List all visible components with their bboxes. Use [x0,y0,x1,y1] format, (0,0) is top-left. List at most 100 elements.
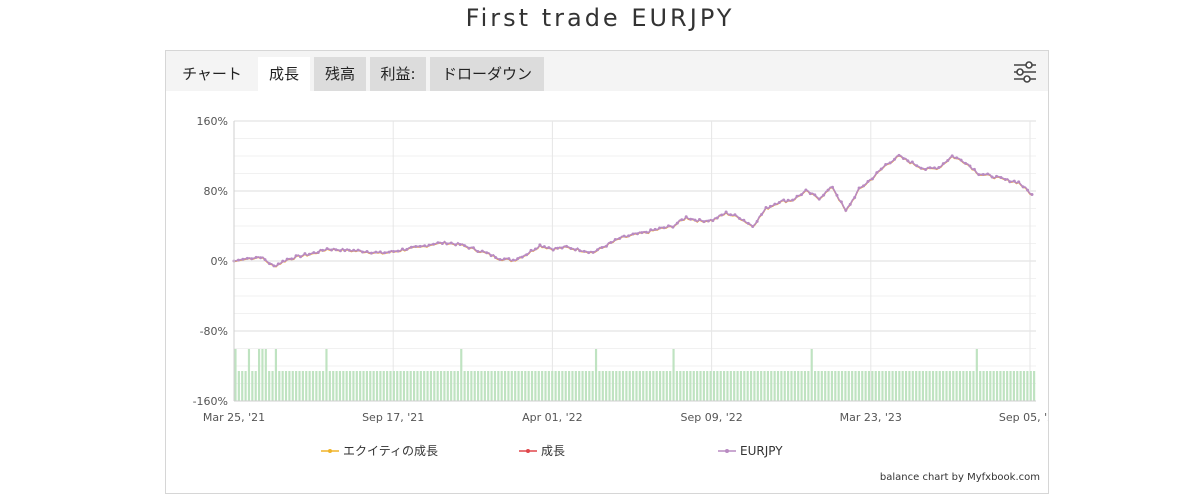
data-point [888,161,892,165]
data-point [666,224,670,228]
tab-balance[interactable]: 残高 [314,57,366,91]
x-tick-label: Apr 01, '22 [522,411,583,424]
data-point [418,244,422,248]
volume-bar [1006,371,1009,401]
volume-bar [554,371,557,401]
volume-bar [871,371,874,401]
volume-bar [244,371,247,401]
volume-bar [412,371,416,401]
volume-bar [598,371,601,401]
volume-bar [237,371,240,401]
volume-bar [749,371,753,401]
data-point [294,254,298,258]
volume-bar [611,371,614,401]
data-point [746,221,750,225]
volume-bar [884,371,887,401]
chart-panel: チャート 成長 残高 利益: ドローダウン 160% 80% 0% -80% -160%… [165,50,1049,494]
volume-bar [706,371,709,401]
volume-bar [544,371,547,401]
data-point [303,252,307,256]
volume-bar [965,371,968,401]
volume-bar [322,371,325,401]
legend-label: EURJPY [740,444,783,458]
data-point [640,231,644,235]
data-point [893,157,897,161]
volume-bar [470,371,473,401]
data-point [432,242,435,246]
volume-bar [915,371,918,401]
volume-bar [682,371,685,401]
volume-bar [874,371,877,401]
data-point [542,245,546,249]
tab-chart[interactable]: チャート [182,65,242,83]
volume-bar [763,371,766,401]
tab-growth[interactable]: 成長 [258,57,310,91]
data-point [826,188,830,192]
volume-bar [888,371,891,401]
volume-bar [867,371,871,401]
volume-bar [355,371,358,401]
volume-bar [507,371,510,401]
data-point [560,246,564,250]
data-point [844,208,848,212]
data-point [494,255,498,259]
data-point [538,243,542,247]
volume-bar [844,371,847,401]
data-point [463,244,467,248]
tab-profit[interactable]: 利益: [370,57,426,91]
volume-bar [770,371,773,401]
data-point [1026,188,1030,192]
legend-label: エクイティの成長 [343,444,439,458]
data-point [1021,185,1025,189]
volume-bar [942,371,945,401]
data-point [347,248,351,252]
data-point [374,250,378,254]
tab-drawdown[interactable]: ドローダウン [430,57,544,91]
volume-bar [847,371,850,401]
data-point [396,249,400,253]
volume-bar [1002,371,1005,401]
data-point [689,217,693,221]
volume-bar [736,371,739,401]
volume-bar [938,371,941,401]
data-point [831,185,834,189]
volume-bar [787,371,790,401]
data-point [285,257,289,261]
volume-bar [379,371,382,401]
volume-bar [551,371,554,401]
data-point [653,227,657,231]
sliders-icon[interactable] [1012,59,1038,85]
volume-bar [392,371,395,401]
data-point [724,210,728,214]
volume-bar [702,371,705,401]
volume-bar [423,371,426,401]
volume-bar [473,371,476,401]
volume-bar [1019,371,1022,401]
volume-bar [628,371,631,401]
volume-bar [662,371,665,401]
data-point [1012,179,1016,183]
data-point [968,164,972,168]
volume-bar [520,371,523,401]
data-point [529,248,533,252]
volume-bar [251,371,254,401]
data-point [343,249,347,253]
tab-bar: チャート 成長 残高 利益: ドローダウン [166,51,1048,91]
volume-bar [406,371,409,401]
data-point [383,251,387,255]
data-point [662,226,666,230]
volume-bar [446,371,449,401]
data-point [578,249,582,253]
volume-bar [864,371,867,401]
volume-bar [904,371,908,401]
volume-bar [672,349,675,401]
page-title: First trade EURJPY [465,4,735,32]
data-point [511,258,515,262]
data-point [414,244,418,248]
data-point [729,213,733,217]
data-point [516,257,520,261]
x-tick-label: Sep 17, '21 [362,411,424,424]
volume-bar [729,371,732,401]
volume-bar [830,371,834,401]
data-point [959,158,963,162]
